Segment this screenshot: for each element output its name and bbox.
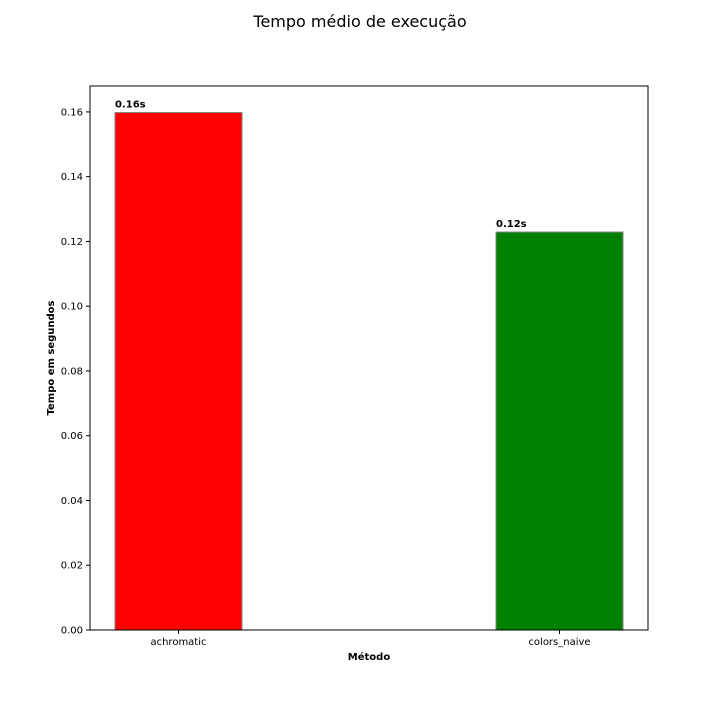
y-tick-label: 0.06 (61, 431, 83, 442)
bar-value-label: 0.16s (115, 100, 146, 111)
x-axis-label: Método (348, 651, 391, 663)
x-axis: achromatic colors_naive (150, 630, 591, 648)
y-axis-label: Tempo em segundos (46, 300, 57, 415)
y-axis: 0.00 0.02 0.04 0.06 0.08 0.10 0.12 0.14 0.16 (61, 107, 90, 637)
bar-colors-naive (495, 231, 624, 631)
y-tick-label: 0.12 (61, 237, 83, 248)
bars-group: 0.16s 0.12s (114, 100, 624, 631)
y-tick-label: 0.04 (61, 496, 83, 507)
x-tick-label: colors_naive (528, 637, 590, 648)
y-tick-label: 0.08 (61, 366, 83, 377)
y-tick-label: 0.02 (61, 561, 83, 572)
chart-title: Tempo médio de execução (253, 12, 467, 31)
y-tick-label: 0.16 (61, 107, 83, 118)
x-tick-label: achromatic (150, 637, 206, 648)
plot-frame (89, 85, 649, 631)
y-tick-label: 0.10 (61, 302, 83, 313)
y-tick-label: 0.14 (61, 172, 83, 183)
y-tick-label: 0.00 (61, 626, 83, 637)
bar-achromatic (114, 112, 243, 631)
bar-value-label: 0.12s (496, 219, 527, 230)
